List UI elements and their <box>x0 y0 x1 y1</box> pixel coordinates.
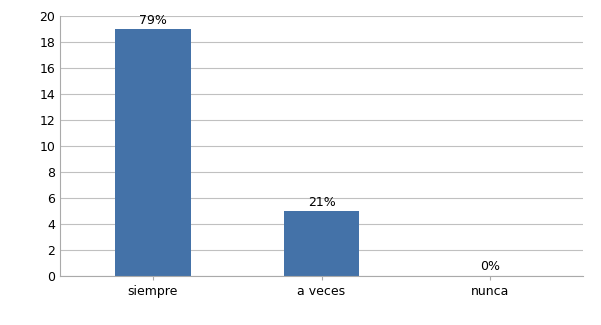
Bar <box>284 211 359 276</box>
Bar <box>115 29 191 276</box>
Text: 79%: 79% <box>139 14 167 27</box>
Text: 21%: 21% <box>308 196 335 209</box>
Text: 0%: 0% <box>480 260 500 273</box>
